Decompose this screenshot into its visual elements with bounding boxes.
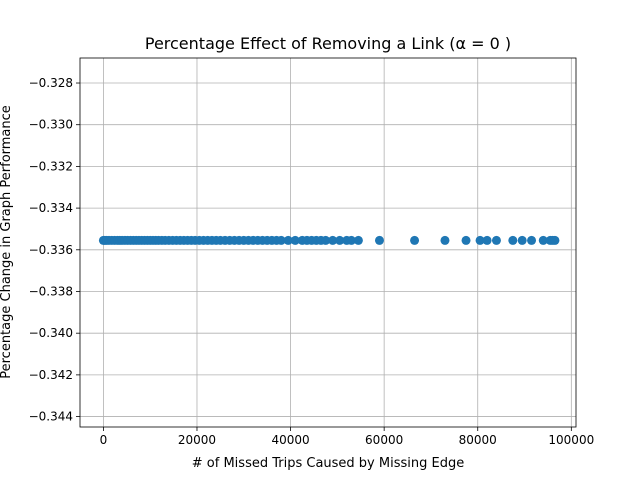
scatter-point xyxy=(374,235,384,245)
scatter-point xyxy=(276,235,286,245)
scatter-point xyxy=(321,235,331,245)
scatter-point xyxy=(527,235,537,245)
scatter-point xyxy=(328,235,338,245)
y-tick-label: −0.342 xyxy=(29,368,73,382)
y-tick-label: −0.340 xyxy=(29,326,73,340)
y-tick-label: −0.328 xyxy=(29,76,73,90)
scatter-point xyxy=(517,235,527,245)
y-axis-label: Percentage Change in Graph Performance xyxy=(0,105,14,379)
x-tick-label: 80000 xyxy=(459,433,497,447)
x-tick-label: 60000 xyxy=(365,433,403,447)
scatter-point xyxy=(461,235,471,245)
x-tick-label: 20000 xyxy=(178,433,216,447)
scatter-point xyxy=(353,235,363,245)
scatter-point xyxy=(475,235,485,245)
x-axis-label: # of Missed Trips Caused by Missing Edge xyxy=(192,456,464,471)
scatter-point xyxy=(491,235,501,245)
scatter-point xyxy=(550,235,560,245)
scatter-point xyxy=(410,235,420,245)
y-tick-label: −0.344 xyxy=(29,410,73,424)
y-tick-label: −0.338 xyxy=(29,284,73,298)
y-tick-label: −0.336 xyxy=(29,243,73,257)
y-tick-label: −0.334 xyxy=(29,201,73,215)
scatter-point xyxy=(346,235,356,245)
y-tick-label: −0.332 xyxy=(29,159,73,173)
x-tick-label: 0 xyxy=(100,433,108,447)
scatter-point xyxy=(290,235,300,245)
x-axis-ticks: 0 20000 40000 60000 80000 100000 xyxy=(100,427,594,447)
x-tick-label: 100000 xyxy=(548,433,594,447)
data-points xyxy=(98,235,560,245)
scatter-point xyxy=(283,235,293,245)
y-tick-label: −0.330 xyxy=(29,118,73,132)
scatter-point xyxy=(538,235,548,245)
plot-frame xyxy=(79,57,577,428)
chart-title: Percentage Effect of Removing a Link (α … xyxy=(145,34,511,53)
scatter-point xyxy=(482,235,492,245)
scatter-point xyxy=(335,235,345,245)
x-tick-label: 40000 xyxy=(271,433,309,447)
scatter-point xyxy=(440,235,450,245)
grid xyxy=(80,58,576,427)
scatter-point xyxy=(508,235,518,245)
y-axis-ticks: −0.344 −0.342 −0.340 −0.338 −0.336 −0.334 −0.3… xyxy=(29,76,80,424)
